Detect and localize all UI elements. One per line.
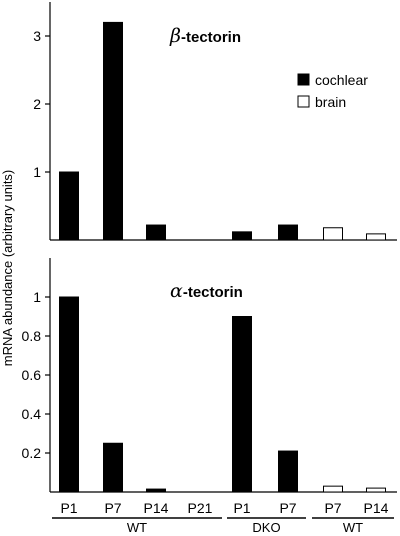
panel-top: 1 2 3 β-tectorin (33, 2, 397, 241)
bottom-title-text: -tectorin (183, 284, 243, 301)
bottom-panel-title: α-tectorin (170, 280, 243, 302)
group-label: WT (343, 520, 363, 535)
bottom-bar-2 (103, 442, 123, 493)
x-category-label: P1 (60, 500, 77, 516)
top-bar-8 (366, 233, 386, 241)
legend-swatch-brain (297, 95, 310, 108)
top-y-ticks: 1 2 3 (33, 28, 50, 180)
legend-swatch-cochlear (297, 73, 310, 86)
top-bar-7 (323, 227, 343, 241)
bottom-y-tick-label: 0.2 (22, 445, 42, 461)
top-title-text: -tectorin (181, 29, 241, 46)
bottom-bar-1 (59, 296, 79, 493)
x-category-label: P1 (233, 500, 250, 516)
legend-label-cochlear: cochlear (315, 72, 368, 88)
bottom-y-tick-label: 0.4 (22, 406, 42, 422)
top-bar-5 (232, 231, 252, 241)
x-category-label: P7 (104, 500, 121, 516)
x-category-label: P21 (188, 500, 213, 516)
top-title-symbol: β (169, 25, 181, 47)
legend: cochlear brain (297, 72, 368, 110)
legend-label-brain: brain (315, 94, 346, 110)
top-y-tick-label: 1 (33, 164, 41, 180)
x-category-labels: P1 P7 P14 P21 P1 P7 P7 P14 (60, 500, 388, 516)
top-bar-2 (103, 21, 123, 241)
x-category-label: P14 (144, 500, 169, 516)
bottom-y-tick-label: 1 (33, 289, 41, 305)
bottom-bar-6 (278, 450, 298, 493)
top-bar-3 (146, 224, 166, 241)
bottom-bar-8 (366, 487, 386, 493)
group-label: DKO (252, 520, 280, 535)
panel-bottom: 0.2 0.4 0.6 0.8 1 α-tectorin (22, 258, 397, 493)
top-y-tick-label: 2 (33, 96, 41, 112)
x-category-label: P14 (364, 500, 389, 516)
bottom-y-ticks: 0.2 0.4 0.6 0.8 1 (22, 289, 50, 461)
bottom-bars (59, 296, 386, 493)
bottom-y-tick-label: 0.6 (22, 367, 42, 383)
x-category-label: P7 (279, 500, 296, 516)
top-y-tick-label: 3 (33, 28, 41, 44)
x-category-label: P7 (324, 500, 341, 516)
bottom-bar-3 (146, 488, 166, 493)
bottom-bar-5 (232, 316, 252, 493)
top-bar-6 (278, 224, 298, 241)
bottom-y-tick-label: 0.8 (22, 328, 42, 344)
x-group-labels: WT DKO WT (52, 517, 394, 535)
bottom-bar-7 (323, 485, 343, 493)
bottom-title-symbol: α (170, 280, 183, 302)
top-panel-title: β-tectorin (169, 25, 241, 47)
top-bar-1 (59, 171, 79, 241)
y-axis-label: mRNA abundance (arbitrary units) (0, 170, 15, 367)
group-label: WT (127, 520, 147, 535)
top-bars (59, 21, 386, 241)
